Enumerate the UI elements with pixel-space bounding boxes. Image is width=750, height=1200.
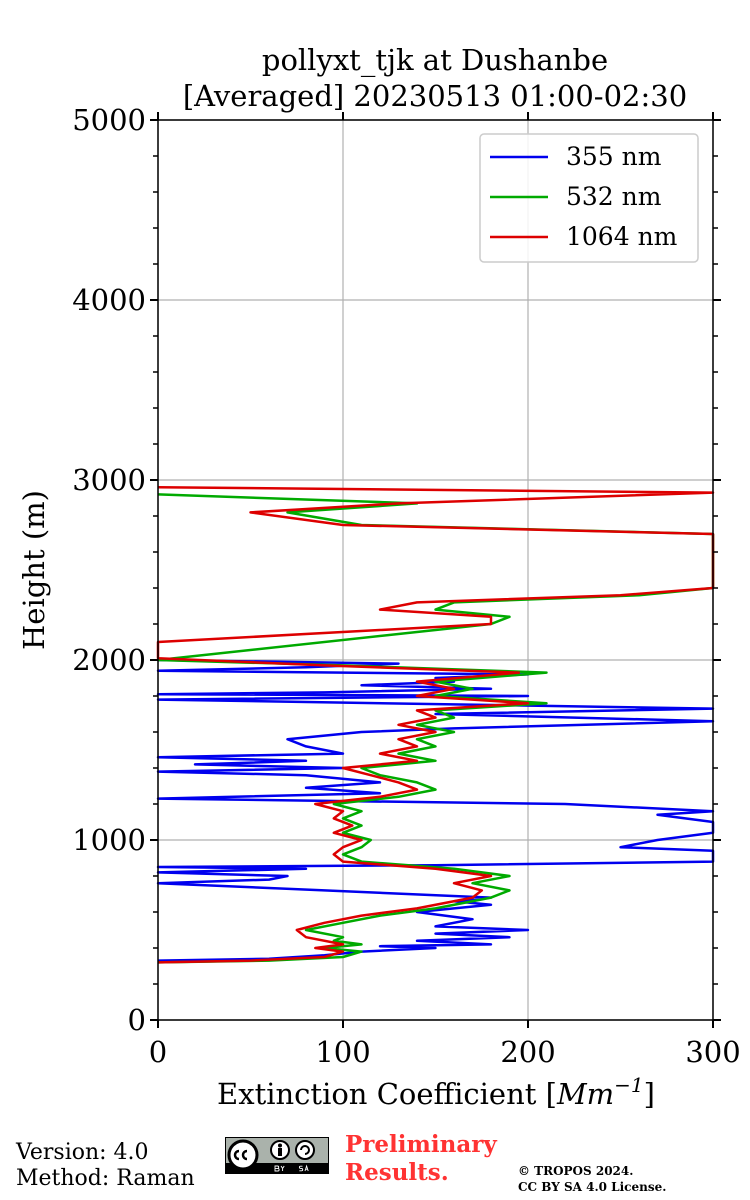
- preliminary-label-line2: Results.: [345, 1159, 449, 1186]
- by-label-mark: [274, 1165, 285, 1172]
- y-tick-label-0: 0: [128, 1003, 146, 1037]
- legend-label-355: 355 nm: [566, 142, 662, 171]
- x-axis-label-text: Extinction Coefficient [: [217, 1077, 557, 1111]
- version-text: Version: 4.0: [16, 1140, 149, 1165]
- plot-frame: [157, 119, 714, 1021]
- by-person-head: [278, 1143, 282, 1148]
- x-axis-label: Extinction Coefficient [Mm−1]: [217, 1073, 655, 1111]
- x-tick-label-0: 0: [149, 1035, 167, 1069]
- sa-label-mark: [298, 1164, 309, 1172]
- method-text: Method: Raman: [16, 1166, 195, 1191]
- series-line-1064-nm: [156, 485, 715, 964]
- sa-share-icon: [295, 1140, 315, 1160]
- y-axis-label: Height (m): [17, 490, 51, 650]
- x-axis-label-close: ]: [644, 1077, 655, 1111]
- chart-title-line1: pollyxt_tjk at Dushanbe: [262, 43, 608, 78]
- preliminary-label-line1: Preliminary: [345, 1131, 497, 1158]
- y-tick-label-3: 3000: [72, 463, 146, 497]
- extinction-chart: pollyxt_tjk at Dushanbe [Averaged] 20230…: [17, 43, 741, 1111]
- x-tick-label-3: 300: [685, 1035, 740, 1069]
- y-tick-label-2: 2000: [72, 643, 146, 677]
- series-lines: [156, 485, 715, 964]
- x-tick-label-1: 100: [315, 1035, 370, 1069]
- by-person-body: [278, 1148, 282, 1156]
- x-axis-label-exponent: −1: [614, 1073, 643, 1097]
- copyright-line1: © TROPOS 2024.: [518, 1164, 634, 1178]
- x-tick-label-2: 200: [500, 1035, 555, 1069]
- y-tick-label-4: 4000: [72, 283, 146, 317]
- chart-title-line2: [Averaged] 20230513 01:00-02:30: [183, 79, 687, 113]
- cc-logo-letters: [233, 1149, 248, 1161]
- y-tick-label-1: 1000: [72, 823, 146, 857]
- series-line-532-nm: [156, 493, 715, 964]
- legend-box: [479, 133, 699, 263]
- series-line-355-nm: [156, 658, 715, 962]
- legend-label-1064: 1064 nm: [566, 222, 678, 251]
- cc-by-sa-badge: [225, 1137, 329, 1174]
- x-axis-label-unit: Mm: [556, 1077, 614, 1111]
- y-tick-label-5: 5000: [72, 103, 146, 137]
- legend-label-532: 532 nm: [566, 182, 662, 211]
- copyright-line2: CC BY SA 4.0 License.: [518, 1180, 667, 1194]
- legend: 355 nm 532 nm 1064 nm: [479, 133, 699, 263]
- sa-share-arrow: [300, 1145, 310, 1155]
